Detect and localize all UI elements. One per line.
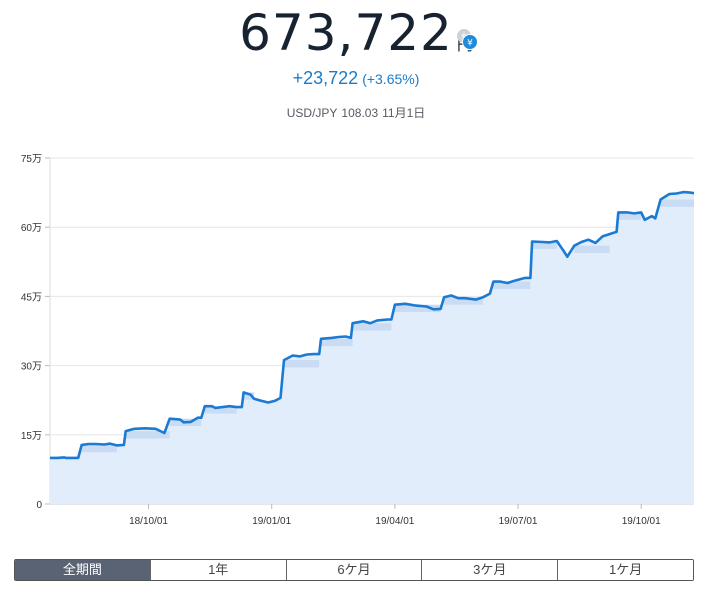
y-tick-label: 75万 xyxy=(21,154,42,165)
dollar-yen-exchange-icon[interactable]: $ ¥ xyxy=(456,28,478,50)
step-band xyxy=(320,338,353,347)
exchange-rate-info: USD/JPY 108.03 11月1日 xyxy=(0,104,712,121)
x-tick-label: 19/10/01 xyxy=(622,516,661,527)
svg-text:¥: ¥ xyxy=(467,39,473,49)
step-band xyxy=(81,444,117,453)
period-tab-1[interactable]: 1年 xyxy=(149,560,286,580)
change-row: +23,722 (+3.65%) xyxy=(0,68,712,89)
y-tick-label: 60万 xyxy=(21,223,42,234)
total-value-row: 673,722円 xyxy=(0,4,712,62)
chart-area-layer xyxy=(49,190,695,504)
x-tick-label: 19/01/01 xyxy=(252,516,291,527)
x-axis: 18/10/01 19/01/01 19/04/01 19/07/01 19/10/01 xyxy=(129,504,661,527)
fx-rate: 108.03 xyxy=(341,106,379,120)
series-line xyxy=(50,190,695,460)
period-tab-4[interactable]: 1ケ月 xyxy=(557,560,693,580)
step-band xyxy=(660,199,694,207)
change-percent: (+3.65%) xyxy=(362,71,420,87)
fx-date: 11月1日 xyxy=(382,106,426,120)
step-band xyxy=(574,245,610,254)
step-band xyxy=(444,297,483,305)
period-tab-3[interactable]: 3ケ月 xyxy=(421,560,558,580)
area-fill xyxy=(50,192,694,504)
x-tick-label: 19/04/01 xyxy=(375,516,414,527)
step-band xyxy=(125,431,170,439)
step-band xyxy=(394,304,441,313)
step-band xyxy=(204,406,237,414)
asset-area-chart: 0 15万 30万 45万 60万 75万 18/10/01 19/01/01 19/04/0… xyxy=(21,154,695,527)
step-band xyxy=(243,392,255,400)
y-tick-label: 15万 xyxy=(21,431,42,442)
period-tab-0[interactable]: 全期間 xyxy=(15,560,150,580)
portfolio-summary: 673,722円 $ ¥ +23,722(+3.65%) USD/JPY108.… xyxy=(0,0,712,120)
step-band xyxy=(618,212,642,220)
y-tick-label: 45万 xyxy=(21,292,42,303)
fx-pair: USD/JPY xyxy=(286,106,338,120)
x-tick-label: 19/07/01 xyxy=(499,516,538,527)
step-band xyxy=(352,323,392,331)
period-tab-2[interactable]: 6ケ月 xyxy=(285,560,422,580)
total-value: 673,722 xyxy=(239,4,453,62)
change-amount: +23,722 xyxy=(292,68,359,88)
x-tick-label: 18/10/01 xyxy=(129,516,168,527)
y-axis: 0 15万 30万 45万 60万 75万 xyxy=(21,154,43,511)
step-band xyxy=(284,360,320,368)
y-tick-label: 30万 xyxy=(21,362,42,373)
period-tabs: 全期間 1年 6ケ月 3ケ月 1ケ月 xyxy=(14,559,694,581)
y-tick-label: 0 xyxy=(36,500,42,511)
step-band xyxy=(493,281,531,290)
step-band xyxy=(532,241,557,249)
